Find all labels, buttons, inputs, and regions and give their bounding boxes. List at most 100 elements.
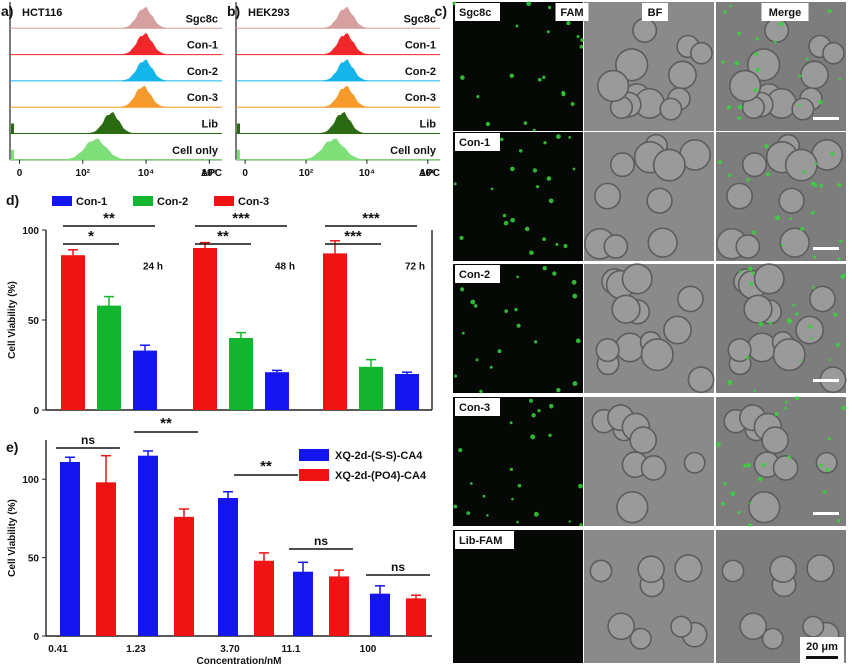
fluorescence-dot: [749, 281, 754, 286]
fluorescence-dot: [823, 490, 827, 494]
column-header-box: [642, 3, 668, 21]
fluorescence-dot: [578, 483, 583, 489]
histogram-peak: [122, 59, 167, 82]
fluorescence-dot: [485, 121, 491, 127]
fluorescence-dot: [504, 309, 509, 314]
cell-outline: [822, 41, 845, 65]
fluorescence-dot: [509, 421, 513, 425]
fluorescence-dot: [580, 38, 584, 42]
panel-letter: c): [435, 3, 447, 19]
significance-marker: **: [217, 228, 229, 245]
cell-outline: [616, 491, 649, 524]
fluorescence-dot: [798, 74, 802, 78]
fluorescence-dot: [800, 226, 805, 231]
fluorescence-dot: [518, 149, 523, 153]
fluorescence-dot: [738, 270, 742, 274]
y-tick-label: 50: [28, 316, 40, 327]
fluorescence-dot: [737, 31, 741, 36]
micrograph-tile: [453, 530, 583, 663]
group-label: 24 h: [143, 262, 163, 273]
cell-outline: [596, 69, 630, 103]
panel-letter: d): [6, 192, 19, 208]
fluorescence-dot: [532, 168, 538, 173]
panel-b-flow-cytometry: Sgc8c Con-1 Con-2 Con-3 Lib Cell only 0 10² 10⁴ 1…: [227, 2, 440, 179]
cell-outline: [647, 227, 678, 258]
fluorescence-dot: [572, 381, 578, 387]
fluorescence-dot: [818, 99, 823, 105]
histogram-peak: [88, 112, 134, 134]
fluorescence-dot: [758, 321, 764, 327]
y-tick-label: 0: [33, 632, 39, 643]
scale-bar: [813, 379, 839, 382]
x-tick-label: 10⁴: [138, 168, 154, 179]
fluorescence-dot: [561, 92, 566, 97]
significance-marker: ns: [314, 534, 328, 548]
cell-outline: [589, 559, 613, 583]
bar: [395, 374, 419, 410]
histogram-row-label: Cell only: [172, 145, 219, 157]
x-tick-label: 10²: [76, 168, 91, 179]
row-label-box: [455, 265, 500, 283]
fluorescence-dot: [747, 266, 753, 272]
histogram-peak: [323, 6, 368, 29]
cell-outline: [659, 97, 683, 121]
bar: [370, 593, 390, 636]
fluorescence-dot: [828, 358, 831, 362]
x-tick-label: 10⁴: [359, 168, 375, 179]
fluorescence-dot: [715, 441, 721, 447]
fluorescence-dot: [774, 412, 779, 417]
cell-outline: [772, 455, 799, 481]
bar: [218, 498, 238, 636]
fluorescence-dot: [459, 235, 464, 241]
fluorescence-dot: [516, 275, 520, 279]
fluorescence-dot: [753, 87, 758, 93]
fluorescence-dot: [838, 77, 842, 81]
cell-outline: [727, 337, 752, 363]
legend-label: XQ-2d-(S-S)-CA4: [335, 450, 423, 462]
fluorescence-dot: [780, 243, 784, 247]
y-tick-label: 0: [33, 406, 39, 417]
fluorescence-dot: [497, 349, 502, 354]
significance-marker: ***: [344, 228, 362, 245]
fluorescence-dot: [810, 210, 815, 215]
column-header-box: [555, 3, 589, 21]
cell-outline: [607, 612, 636, 641]
fluorescence-dot: [530, 434, 536, 440]
histogram-row-label: Con-1: [405, 40, 436, 52]
y-axis-label: Cell Viability (%): [7, 281, 18, 359]
significance-marker: ns: [391, 560, 405, 574]
fluorescence-dot: [773, 40, 777, 44]
x-tick-label: 10⁶: [420, 168, 436, 179]
fluorescence-dot: [775, 215, 780, 221]
fluorescence-dot: [729, 4, 732, 8]
fluorescence-dot: [486, 514, 489, 517]
fluorescence-dot: [542, 265, 547, 271]
cell-outline: [799, 60, 829, 90]
fluorescence-dot: [466, 511, 471, 516]
bar: [61, 255, 85, 410]
fluorescence-dot: [819, 463, 823, 468]
fluorescence-dot: [537, 77, 542, 82]
fluorescence-dot: [490, 187, 494, 191]
fluorescence-dot: [746, 178, 750, 182]
fluorescence-dot: [787, 318, 793, 324]
legend-swatch: [133, 196, 153, 206]
bar: [359, 366, 383, 410]
fluorescence-dot: [768, 321, 772, 325]
cell-outline: [795, 315, 825, 345]
fluorescence-dot: [510, 166, 515, 172]
fluorescence-dot: [833, 312, 838, 317]
fluorescence-dot: [754, 52, 759, 56]
fluorescence-dot: [568, 136, 572, 139]
bar: [254, 560, 274, 636]
fluorescence-dot: [489, 365, 493, 369]
cell-outline: [772, 338, 806, 372]
fluorescence-dot: [749, 501, 753, 505]
histogram-row-label: Con-1: [187, 40, 218, 52]
y-tick-label: 100: [22, 475, 39, 486]
cell-outline: [667, 60, 697, 90]
fluorescence-dot: [737, 104, 743, 110]
fluorescence-dot: [548, 198, 554, 204]
fluorescence-dot: [475, 358, 479, 362]
bar: [193, 248, 217, 410]
